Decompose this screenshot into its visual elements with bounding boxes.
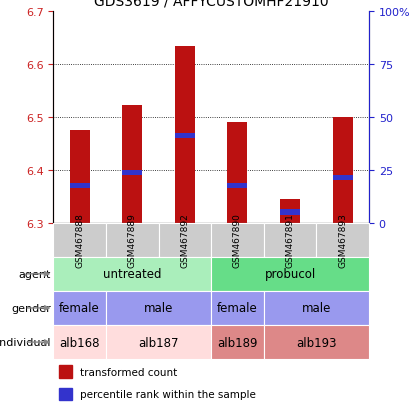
Bar — [263, 325, 368, 359]
Text: GSM467892: GSM467892 — [180, 213, 189, 267]
Text: GSM467890: GSM467890 — [232, 213, 241, 268]
Text: alb193: alb193 — [295, 336, 336, 349]
Bar — [53, 257, 211, 291]
Bar — [106, 325, 211, 359]
Bar — [158, 223, 211, 257]
Text: male: male — [144, 302, 173, 315]
Bar — [227, 183, 247, 189]
Title: GDS3619 / AFFYCUSTOMHF21910: GDS3619 / AFFYCUSTOMHF21910 — [94, 0, 328, 8]
Bar — [106, 291, 211, 325]
Bar — [174, 133, 194, 139]
Bar — [211, 257, 368, 291]
Bar — [70, 131, 90, 223]
Bar — [332, 176, 352, 181]
Text: gender: gender — [11, 303, 51, 313]
Bar — [58, 366, 72, 378]
Text: male: male — [301, 302, 330, 315]
Text: female: female — [59, 302, 100, 315]
Bar — [53, 325, 106, 359]
Text: transformed count: transformed count — [79, 367, 176, 377]
Text: GSM467891: GSM467891 — [285, 213, 294, 268]
Bar — [211, 291, 263, 325]
Bar — [227, 123, 247, 223]
Bar — [263, 291, 368, 325]
Bar — [332, 118, 352, 223]
Bar — [211, 223, 263, 257]
Bar — [279, 199, 299, 223]
Bar — [106, 223, 158, 257]
Text: agent: agent — [18, 269, 51, 279]
Text: alb168: alb168 — [59, 336, 100, 349]
Text: probucol: probucol — [264, 268, 315, 280]
Text: GSM467888: GSM467888 — [75, 213, 84, 268]
Text: GSM467889: GSM467889 — [128, 213, 136, 268]
Text: GSM467893: GSM467893 — [337, 213, 346, 268]
Bar — [53, 223, 106, 257]
Text: percentile rank within the sample: percentile rank within the sample — [79, 389, 255, 399]
Bar — [70, 183, 90, 189]
Bar — [279, 210, 299, 215]
Bar — [122, 106, 142, 223]
Text: untreated: untreated — [103, 268, 161, 280]
Bar — [316, 223, 368, 257]
Text: alb189: alb189 — [217, 336, 257, 349]
Bar — [263, 223, 316, 257]
Bar — [211, 325, 263, 359]
Bar — [58, 388, 72, 400]
Bar — [53, 291, 106, 325]
Text: alb187: alb187 — [138, 336, 178, 349]
Text: female: female — [216, 302, 257, 315]
Text: individual: individual — [0, 337, 51, 347]
Bar — [122, 171, 142, 176]
Bar — [174, 47, 194, 223]
